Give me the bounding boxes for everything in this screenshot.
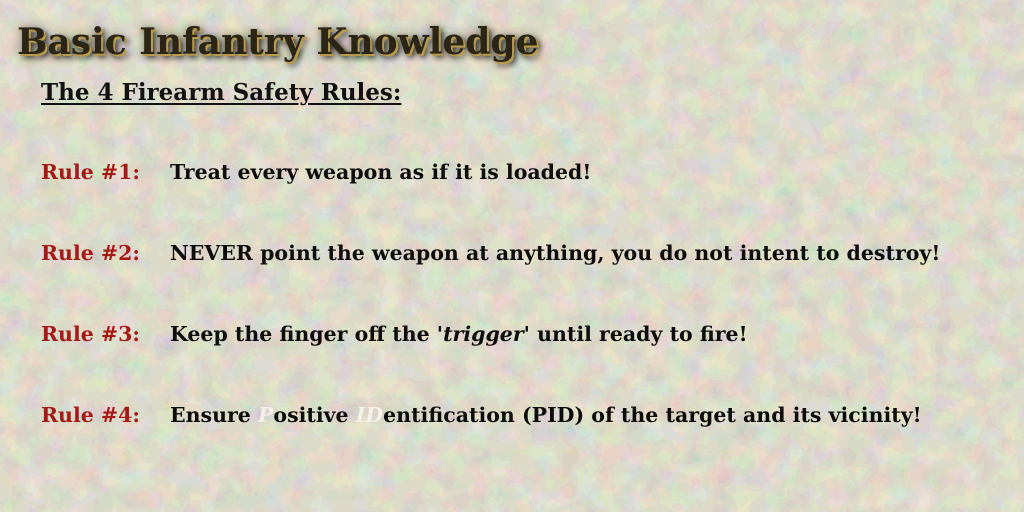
rule-2-text: NEVER point the weapon at anything, you … [170,241,941,265]
rule-4-text: Ensure Positive IDentification (PID) of … [170,403,922,427]
rule-3-text-trigger: trigger [443,322,524,346]
rule-1-label: Rule #1: [41,160,140,184]
page-title: Basic Infantry Knowledge [17,21,539,63]
rule-2-label: Rule #2: [41,241,140,265]
rule-4-text-part-1: Ensure [170,403,258,427]
rule-4-label: Rule #4: [41,403,140,427]
rule-3-text-after: ' until ready to fire! [523,322,748,346]
rule-4-text-part-2: ositive [273,403,356,427]
rule-3-label: Rule #3: [41,322,140,346]
rule-2: Rule #2: NEVER point the weapon at anythi… [41,237,940,269]
rule-4-highlight-id: ID [355,403,384,427]
rule-3: Rule #3: Keep the finger off the 'trigger… [41,318,748,350]
rule-4-highlight-p: P [257,403,274,427]
rule-3-text: Keep the finger off the 'trigger' until … [170,322,748,346]
rule-3-text-before: Keep the finger off the ' [170,322,444,346]
rule-4: Rule #4: Ensure Positive IDentification (… [41,399,922,431]
rule-4-text-part-3: entification (PID) of the target and its… [383,403,922,427]
rule-1: Rule #1: Treat every weapon as if it is l… [41,156,591,188]
section-subtitle: The 4 Firearm Safety Rules: [41,79,402,106]
rule-1-text: Treat every weapon as if it is loaded! [170,160,592,184]
